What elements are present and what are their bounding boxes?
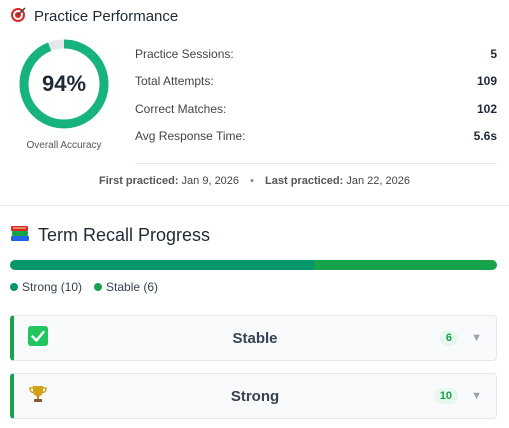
progress-segment-strong xyxy=(10,260,315,270)
stat-value: 5.6s xyxy=(473,129,497,144)
date-separator: • xyxy=(250,175,254,187)
legend-dot xyxy=(94,283,103,291)
accuracy-caption: Overall Accuracy xyxy=(26,140,102,151)
recall-progress-bar xyxy=(10,260,497,270)
group-card-stable[interactable]: Stable 6 ▼ xyxy=(10,315,497,361)
target-icon xyxy=(10,7,26,26)
stat-row-attempts: Total Attempts: 109 xyxy=(135,68,497,96)
trophy-icon xyxy=(28,384,48,409)
stat-value: 5 xyxy=(490,46,497,61)
last-practiced-label: Last practiced: xyxy=(265,175,344,187)
progress-segment-stable xyxy=(314,260,497,270)
check-mark-icon xyxy=(28,325,48,351)
books-icon xyxy=(10,224,30,246)
group-count-badge: 10 xyxy=(433,388,458,404)
term-recall-header: Term Recall Progress xyxy=(10,224,210,246)
first-practiced-value: Jan 9, 2026 xyxy=(181,175,240,187)
stats-divider xyxy=(135,163,497,164)
group-label: Stable xyxy=(232,329,278,347)
legend-label: Strong (10) xyxy=(22,280,83,294)
group-label: Strong xyxy=(230,387,280,405)
accuracy-ring xyxy=(19,39,109,129)
accuracy-value: 94% xyxy=(41,71,87,96)
stat-label: Practice Sessions: xyxy=(135,46,234,61)
legend-label: Stable (6) xyxy=(106,280,159,294)
stat-label: Avg Response Time: xyxy=(135,129,246,144)
legend-item-strong: Strong (10) xyxy=(10,280,82,294)
chevron-down-icon[interactable]: ▼ xyxy=(471,332,482,344)
chevron-down-icon[interactable]: ▼ xyxy=(471,390,482,402)
recall-legend: Strong (10) Stable (6) xyxy=(10,280,158,294)
stat-value: 109 xyxy=(476,74,497,89)
group-card-strong[interactable]: Strong 10 ▼ xyxy=(10,373,497,419)
first-practiced-label: First practiced: xyxy=(99,175,179,187)
practice-performance-header: Practice Performance xyxy=(10,7,178,26)
stat-row-sessions: Practice Sessions: 5 xyxy=(135,40,497,68)
term-recall-title: Term Recall Progress xyxy=(38,224,211,245)
stat-row-correct: Correct Matches: 102 xyxy=(135,95,497,123)
legend-item-stable: Stable (6) xyxy=(94,280,158,294)
group-count-badge: 6 xyxy=(439,330,458,346)
practice-performance-title: Practice Performance xyxy=(34,8,179,25)
legend-dot xyxy=(10,283,18,291)
section-divider xyxy=(0,205,509,206)
stat-label: Correct Matches: xyxy=(135,101,227,116)
stat-value: 102 xyxy=(476,101,497,116)
last-practiced-value: Jan 22, 2026 xyxy=(346,175,410,187)
practiced-dates: First practiced: Jan 9, 2026 • Last prac… xyxy=(0,175,509,187)
stat-row-response-time: Avg Response Time: 5.6s xyxy=(135,123,497,151)
practice-stats: Practice Sessions: 5 Total Attempts: 109… xyxy=(135,40,497,150)
stat-label: Total Attempts: xyxy=(135,74,214,89)
